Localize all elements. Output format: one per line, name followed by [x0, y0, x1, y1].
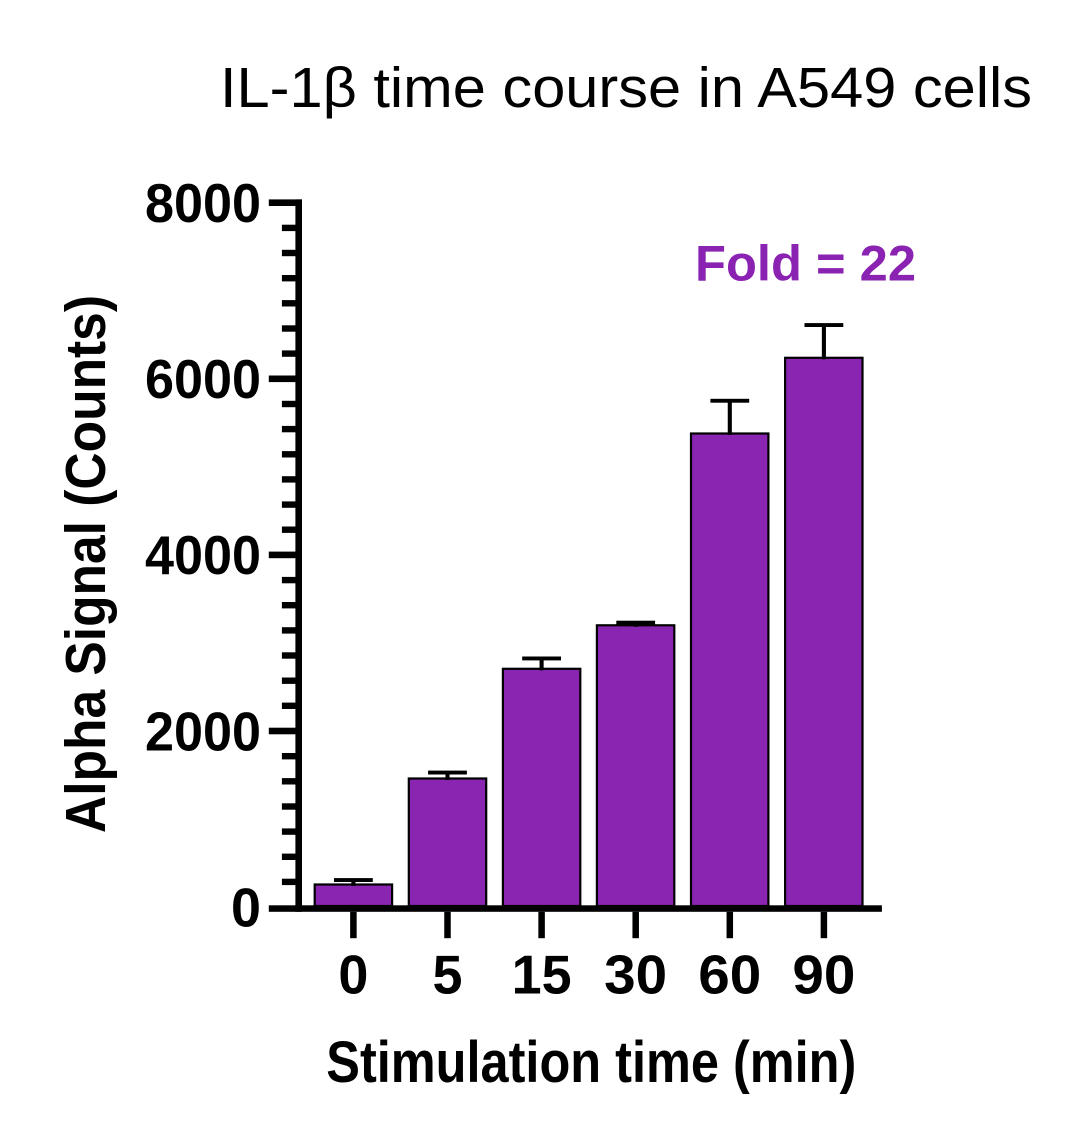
svg-text:90: 90 [792, 944, 855, 1006]
svg-text:IL-1β time course in A549 cell: IL-1β time course in A549 cells [220, 56, 1032, 120]
svg-text:8000: 8000 [145, 172, 261, 234]
svg-text:Fold = 22: Fold = 22 [695, 236, 916, 292]
svg-text:5: 5 [433, 944, 463, 1006]
svg-text:2000: 2000 [145, 700, 261, 762]
svg-text:0: 0 [338, 944, 368, 1006]
svg-text:6000: 6000 [145, 348, 261, 410]
svg-text:0: 0 [231, 876, 261, 938]
svg-text:30: 30 [604, 944, 667, 1006]
svg-text:Stimulation time (min): Stimulation time (min) [326, 1030, 856, 1095]
svg-text:4000: 4000 [145, 524, 261, 586]
svg-text:15: 15 [512, 944, 572, 1006]
svg-text:60: 60 [698, 944, 761, 1006]
svg-text:Alpha Signal (Counts): Alpha Signal (Counts) [54, 295, 118, 833]
